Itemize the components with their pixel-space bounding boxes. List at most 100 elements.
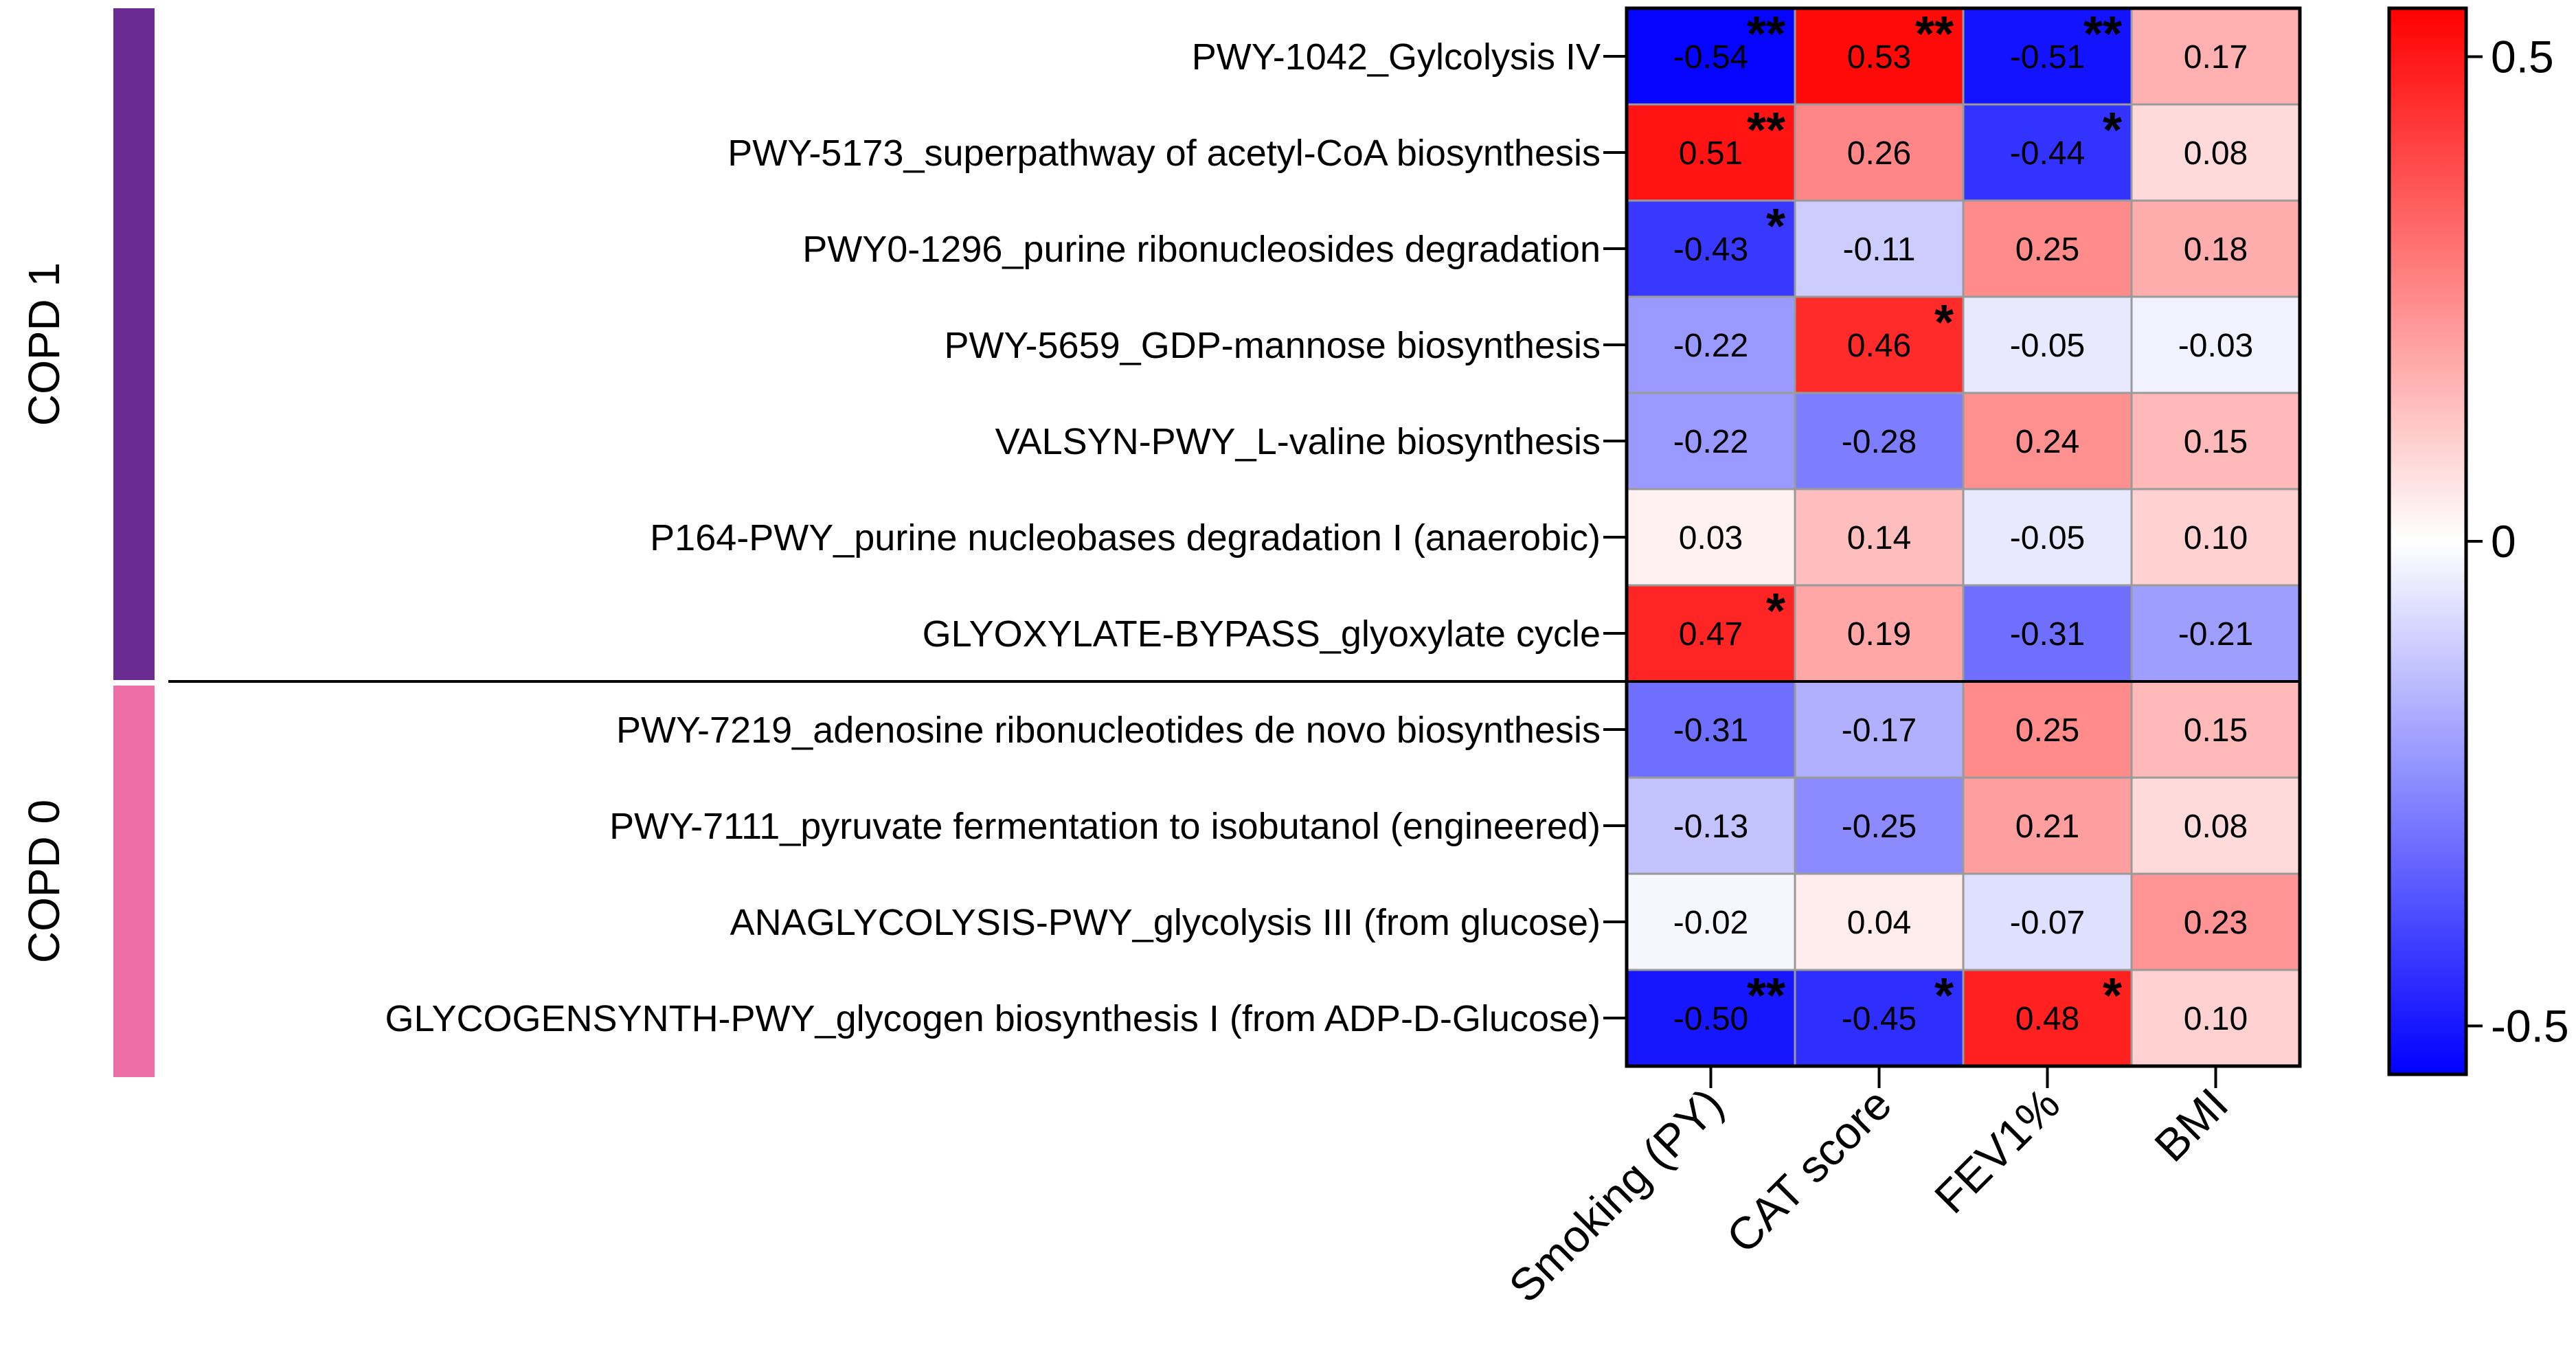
cell-value-label: -0.22 [1673,328,1748,364]
column-label: BMI [2145,1078,2237,1171]
cell-value-label: 0.21 [2015,809,2079,845]
cell-value-label: -0.51 [2010,39,2085,76]
heatmap-cell [2130,969,2301,1067]
cell-value-label: -0.11 [1843,231,1916,268]
heatmap-cell [1962,776,2133,875]
cell-value-label: -0.05 [2010,328,2085,364]
heatmap-cell [1794,392,1965,490]
colorbar-tick-label: -0.5 [2491,1000,2569,1051]
heatmap-cell [1962,295,2133,394]
row-label: GLYCOGENSYNTH-PWY_glycogen biosynthesis … [385,998,1601,1039]
heatmap-cell [1625,7,1796,106]
column-label: FEV1% [1925,1078,2070,1223]
cell-value-label: -0.54 [1673,39,1748,76]
heatmap-cell [2130,7,2301,106]
heatmap-cell [1625,103,1796,202]
cell-value-label: 0.17 [2184,39,2248,76]
cell-value-label: -0.07 [2010,905,2085,941]
significance-marker: ** [1747,7,1785,62]
heatmap-cell [1625,295,1796,394]
heatmap-cell [2130,392,2301,490]
heatmap-cell [1794,7,1965,106]
heatmap-cell [1962,392,2133,490]
heatmap-cell [1625,680,1796,779]
heatmap-cell [1794,199,1965,298]
significance-marker: * [1934,969,1954,1024]
cell-value-label: 0.15 [2184,712,2248,749]
cell-value-label: -0.25 [1842,809,1917,845]
heatmap-cell [2130,776,2301,875]
cell-value-label: 0.18 [2184,231,2248,268]
cell-value-label: -0.50 [1673,1001,1748,1037]
heatmap-cell [1962,969,2133,1067]
row-label: PWY-7111_pyruvate fermentation to isobut… [609,806,1601,847]
heatmap-cell [1962,872,2133,971]
heatmap-cell [2130,295,2301,394]
cell-value-label: -0.05 [2010,520,2085,556]
row-label: ANAGLYCOLYSIS-PWY_glycolysis III (from g… [730,902,1601,943]
significance-marker: ** [2083,7,2122,62]
cell-value-label: -0.03 [2178,328,2253,364]
row-label: PWY-5659_GDP-mannose biosynthesis [945,325,1601,366]
heatmap-cell [1794,488,1965,587]
cell-value-label: 0.03 [1679,520,1743,556]
cell-value-label: 0.25 [2015,231,2079,268]
cell-value-label: 0.10 [2184,1001,2248,1037]
cell-value-label: -0.22 [1673,424,1748,460]
heatmap-cell [1625,488,1796,587]
heatmap-cell [1625,199,1796,298]
cell-value-label: -0.44 [2010,135,2085,172]
heatmap-cell [2130,488,2301,587]
cell-value-label: -0.17 [1842,712,1917,749]
cell-value-label: 0.08 [2184,135,2248,172]
group-bar [113,686,155,1077]
row-label: VALSYN-PWY_L-valine biosynthesis [995,421,1601,462]
cell-value-label: 0.51 [1679,135,1743,172]
column-label: CAT score [1717,1078,1901,1263]
significance-marker: ** [1747,969,1785,1024]
row-label: PWY-7219_adenosine ribonucleotides de no… [616,710,1601,751]
group-label: COPD 0 [19,800,69,963]
heatmap-cell [1625,872,1796,971]
significance-marker: * [1766,199,1785,254]
significance-marker: * [1766,584,1785,639]
cell-value-label: 0.48 [2015,1001,2079,1037]
heatmap-frame [168,6,2302,1068]
colorbar-tick-label: 0 [2491,516,2516,567]
heatmap-border [1625,6,2302,1068]
cell-value-label: 0.26 [1847,135,1911,172]
cell-value-label: 0.14 [1847,520,1911,556]
cell-value-label: 0.19 [1847,616,1911,653]
cell-value-label: 0.25 [2015,712,2079,749]
colorbar: 0.5 0 -0.5 [2387,6,2569,1076]
cell-value-label: -0.31 [2010,616,2085,653]
row-label: P164-PWY_purine nucleobases degradation … [650,517,1601,558]
cell-value-label: 0.10 [2184,520,2248,556]
row-label: PWY-5173_superpathway of acetyl-CoA bios… [727,133,1601,174]
heatmap-cell [1962,584,2133,683]
cell-value-label: 0.24 [2015,424,2079,460]
cell-value-label: -0.21 [2178,616,2253,653]
colorbar-gradient [2387,6,2468,1076]
heatmap-cell [1794,103,1965,202]
cell-value-label: 0.47 [1679,616,1743,653]
cell-value-label: -0.28 [1842,424,1917,460]
row-label: GLYOXYLATE-BYPASS_glyoxylate cycle [923,613,1601,655]
row-label: PWY-1042_Gylcolysis IV [1192,36,1601,78]
column-label: Smoking (PY) [1499,1078,1732,1312]
heatmap-cell [2130,680,2301,779]
heatmap-cell [1625,776,1796,875]
group-label: COPD 1 [19,262,69,426]
cell-value-label: -0.02 [1673,905,1748,941]
cell-value-label: -0.31 [1673,712,1748,749]
cell-value-label: 0.15 [2184,424,2248,460]
heatmap-cell [1962,103,2133,202]
heatmap-cell [1962,488,2133,587]
significance-marker: ** [1747,103,1785,158]
significance-marker: * [2103,103,2122,158]
row-label: PWY0-1296_purine ribonucleosides degrada… [802,229,1601,270]
significance-marker: * [1934,295,1954,350]
cell-value-label: -0.45 [1842,1001,1917,1037]
heatmap-cell [1794,295,1965,394]
